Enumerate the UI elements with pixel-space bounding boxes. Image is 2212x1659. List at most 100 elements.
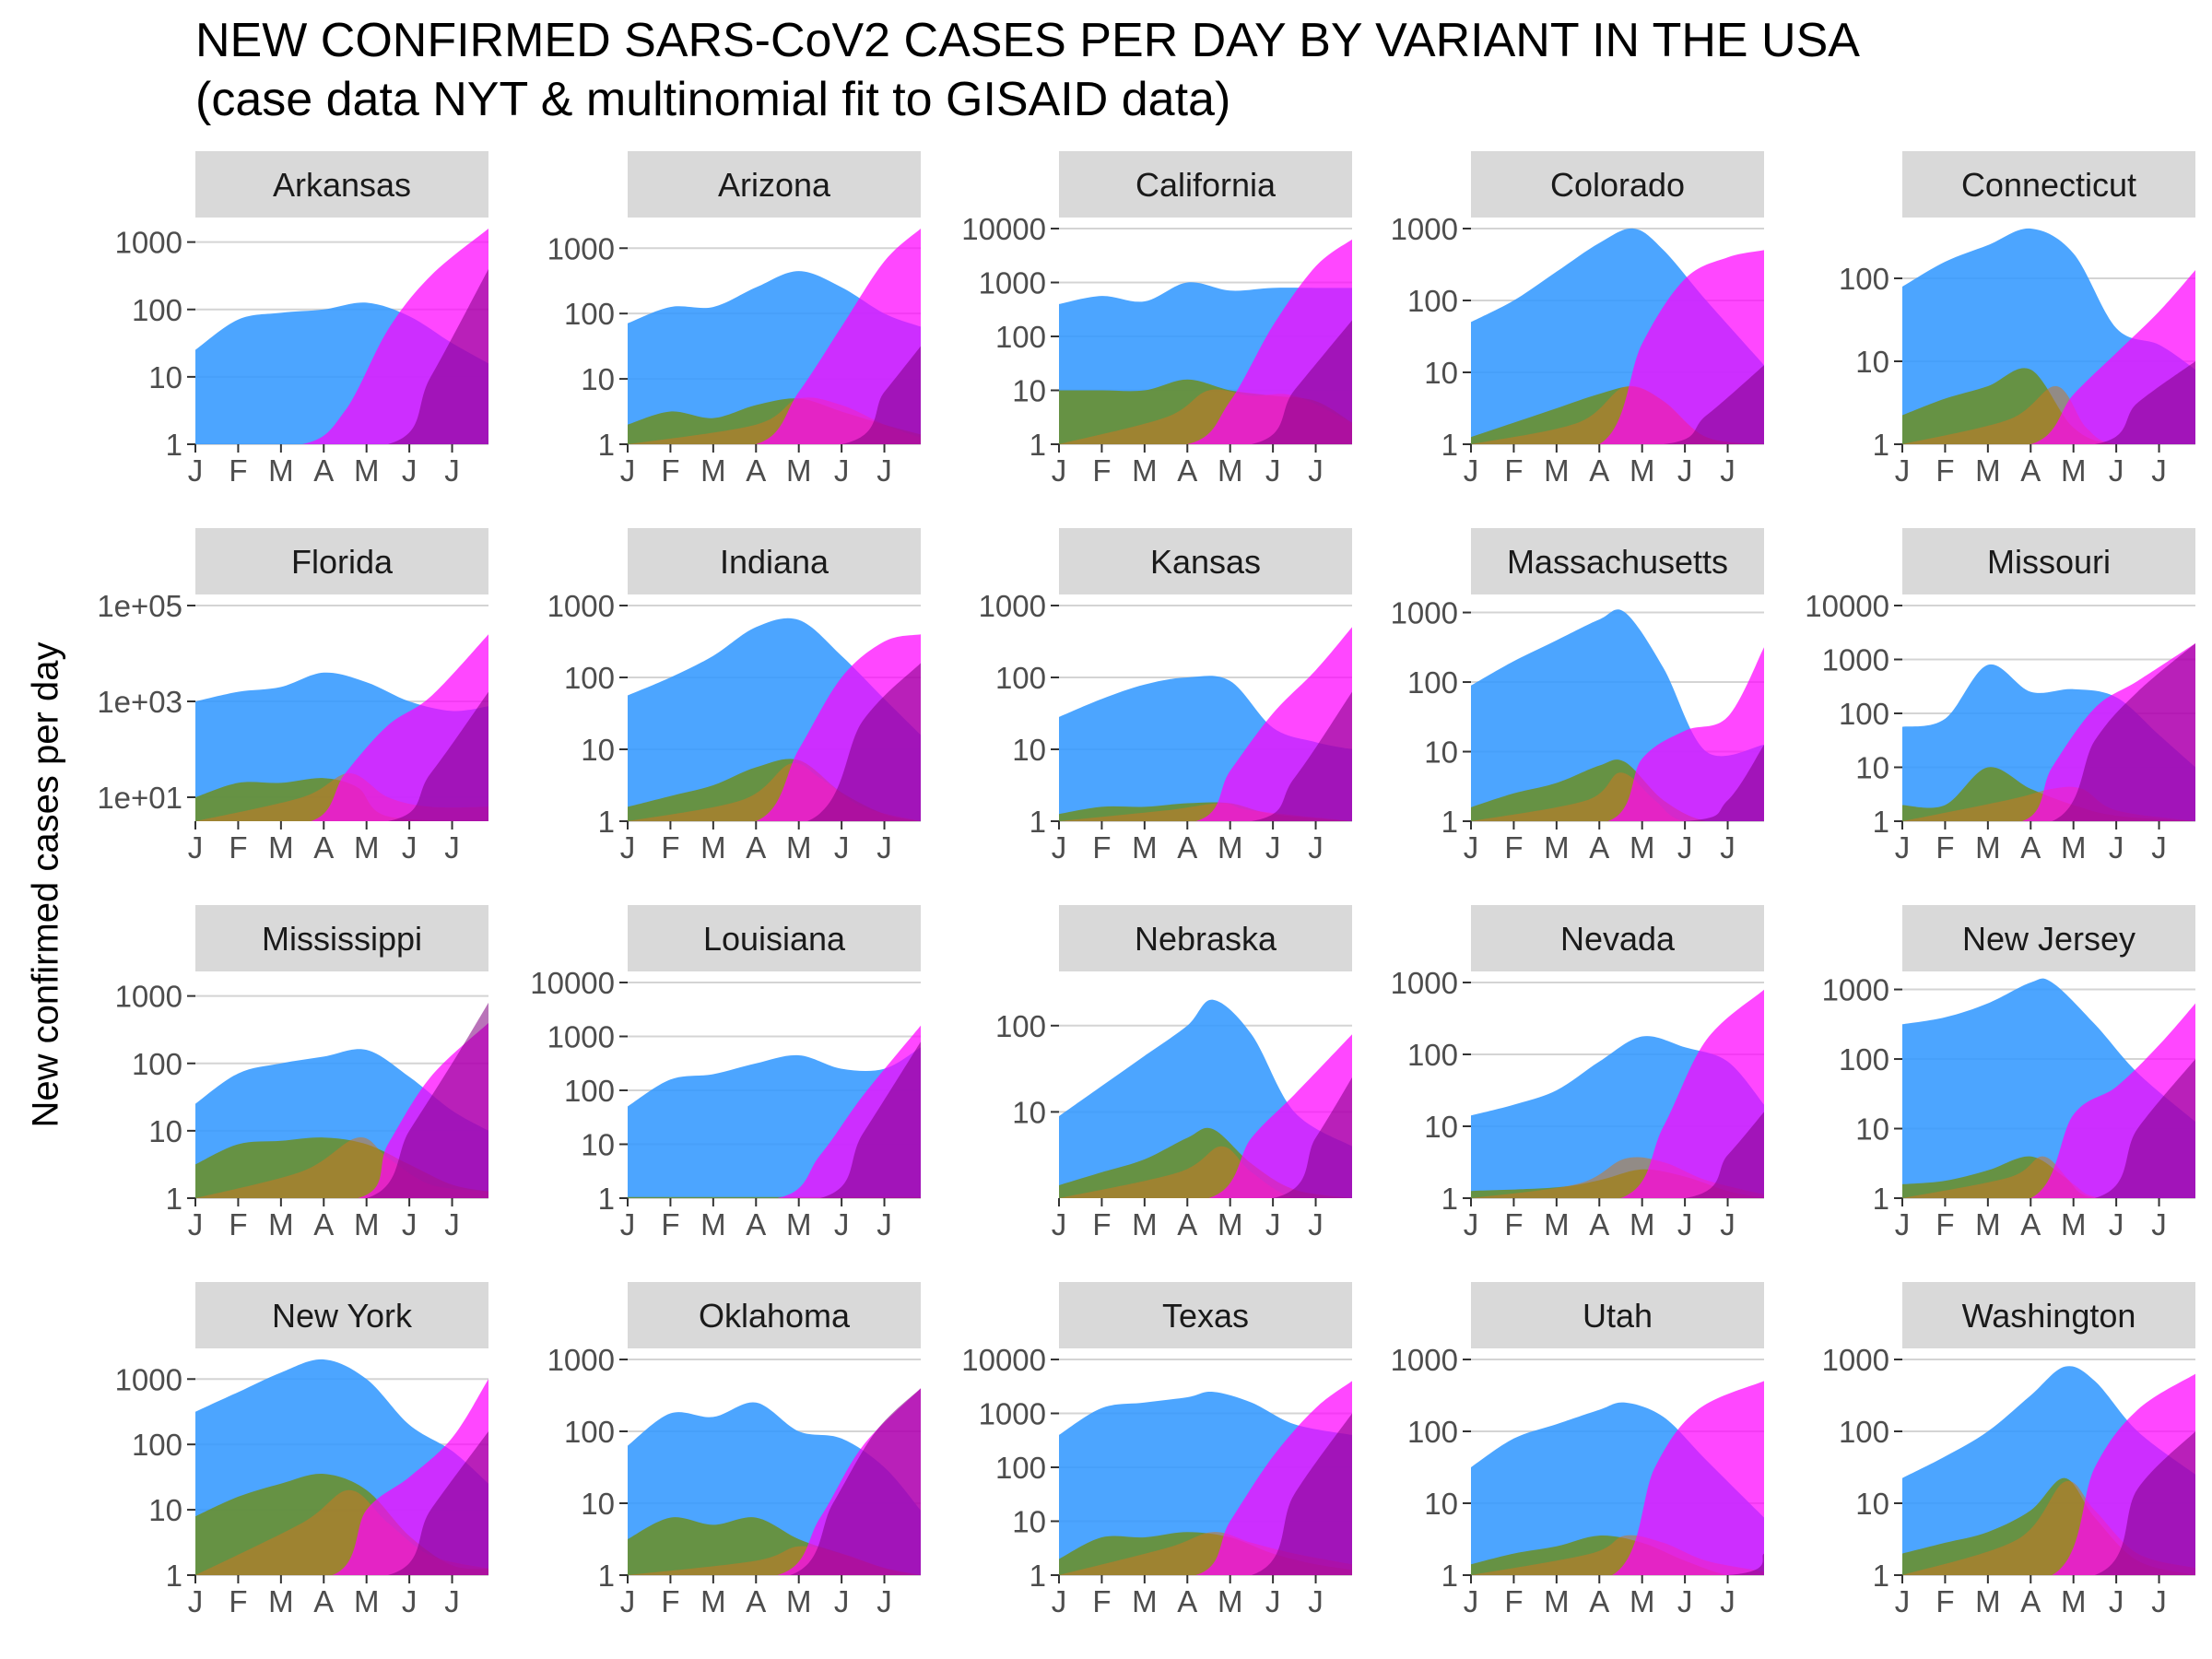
facet-strip-label: Colorado [1550,166,1685,204]
x-tick-label: F [661,1207,679,1241]
y-tick-label: 1 [1873,805,1889,839]
area-layer [1902,228,2195,444]
facet-strip [628,905,921,971]
area-layer [195,634,488,821]
facet-strip [1902,528,2195,594]
area-delta-plus [195,691,488,821]
x-tick-label: M [1132,1584,1158,1618]
area-delta [1059,1034,1352,1198]
x-tick-label: J [1895,830,1911,865]
y-tick-label: 1 [1441,1559,1458,1593]
facet-strip-label: Washington [1962,1297,2136,1335]
area-delta [195,634,488,821]
x-tick-label: A [746,453,766,488]
x-tick-label: J [620,453,636,488]
x-tick-label: J [1308,830,1324,865]
x-tick-label: J [1720,1584,1735,1618]
x-tick-label: M [268,830,294,865]
facet-strip-label: Kansas [1150,543,1261,581]
y-tick-label: 100 [1407,665,1458,700]
x-tick-label: M [1544,830,1570,865]
area-delta [1059,1381,1352,1575]
x-tick-label: A [746,830,766,865]
x-tick-label: J [834,453,850,488]
area-layer [1471,609,1764,821]
area-delta-plus [628,1041,921,1198]
x-tick-label: M [700,453,726,488]
x-tick-label: J [444,453,460,488]
facet-strip-label: Louisiana [703,920,846,958]
area-delta-plus [1059,1413,1352,1575]
y-tick-label: 1000 [1391,966,1458,1000]
x-tick-label: F [661,453,679,488]
x-tick-label: J [1052,453,1067,488]
x-tick-label: F [1936,453,1954,488]
y-tick-label: 100 [564,661,615,695]
area-layer [1059,1381,1352,1575]
x-tick-label: J [1265,1584,1281,1618]
area-layer [1059,239,1352,444]
facet-strip [1902,1282,2195,1348]
x-tick-label: M [2061,453,2087,488]
facet-strip [1059,151,1352,218]
y-tick-label: 100 [1839,1042,1889,1077]
x-tick-label: M [1544,1584,1570,1618]
area-delta-plus [628,663,921,821]
y-tick-label: 1 [1441,805,1458,839]
area-gamma [1059,1146,1352,1198]
x-tick-label: J [1895,453,1911,488]
y-tick-label: 10 [1855,1112,1889,1147]
x-tick-label: A [746,1584,766,1618]
x-tick-label: M [1132,1207,1158,1241]
area-layer [195,1002,488,1198]
x-tick-label: J [1052,830,1067,865]
x-tick-label: A [313,453,334,488]
area-layer [1471,1381,1764,1575]
x-tick-label: F [661,1584,679,1618]
x-tick-label: J [444,830,460,865]
x-tick-label: M [786,1207,812,1241]
x-tick-label: J [1677,453,1693,488]
area-delta-plus [1902,1059,2195,1198]
x-tick-label: J [1265,1207,1281,1241]
x-tick-label: M [1218,830,1243,865]
x-tick-label: M [1975,1207,2001,1241]
x-tick-label: A [2020,1584,2041,1618]
y-tick-label: 1 [166,1182,182,1216]
x-tick-label: J [1308,453,1324,488]
y-tick-label: 10 [581,1128,615,1162]
x-tick-label: M [268,453,294,488]
x-tick-label: J [1895,1207,1911,1241]
facet-strip-label: Indiana [720,543,830,581]
x-tick-label: F [1092,1207,1111,1241]
x-tick-label: M [354,1207,380,1241]
facet-strip-label: Texas [1162,1297,1249,1335]
x-tick-label: M [786,1584,812,1618]
y-tick-label: 100 [995,661,1046,695]
facet-strip [1059,528,1352,594]
x-tick-label: A [313,830,334,865]
x-tick-label: M [2061,1207,2087,1241]
x-tick-label: A [1589,1207,1609,1241]
x-tick-label: J [877,1207,892,1241]
y-tick-label: 1 [1030,1559,1046,1593]
x-tick-label: F [229,830,247,865]
area-gamma [1471,772,1764,821]
area-delta-plus [1059,691,1352,821]
facet-strip [195,905,488,971]
x-tick-label: M [1630,1207,1655,1241]
facet-strip [195,1282,488,1348]
y-tick-label: 10 [1424,1110,1458,1144]
y-tick-label: 1000 [547,1343,615,1377]
x-tick-label: J [834,1584,850,1618]
y-tick-label: 10 [1424,356,1458,390]
x-tick-label: J [1677,830,1693,865]
x-tick-label: J [402,1584,418,1618]
x-tick-label: F [661,830,679,865]
